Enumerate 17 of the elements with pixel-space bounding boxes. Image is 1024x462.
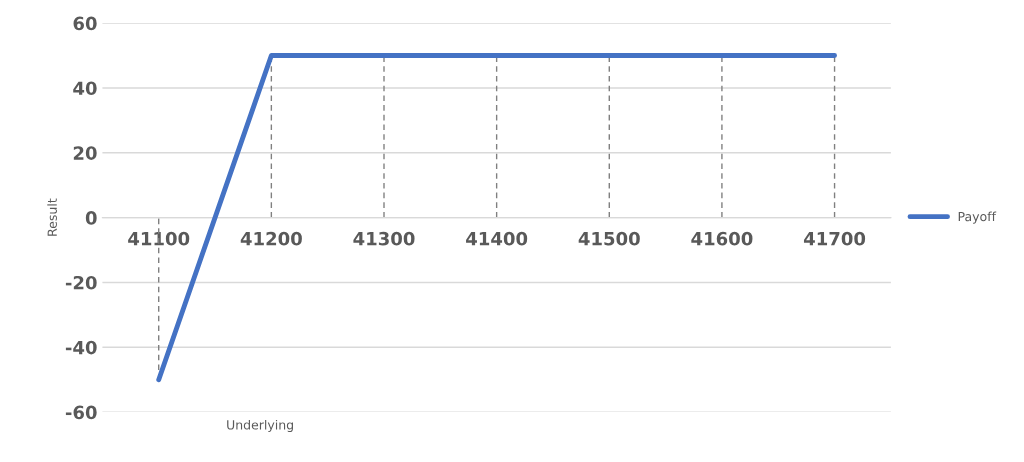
y-axis-title: Result [47, 198, 57, 236]
y-tick-label: -20 [65, 275, 97, 290]
x-tick-label: 41300 [353, 231, 415, 246]
x-tick-label: 41200 [240, 231, 302, 246]
x-tick-label: 41700 [803, 231, 866, 246]
y-tick-label: 0 [85, 211, 97, 225]
x-tick-label: 41400 [466, 231, 528, 246]
x-axis-title: Underlying [227, 419, 293, 432]
x-tick-label: 41500 [578, 231, 640, 246]
y-tick-label: 60 [73, 16, 97, 31]
y-tick-label: 20 [73, 146, 97, 160]
y-tick-label: -60 [65, 405, 97, 420]
y-tick-label: 40 [73, 81, 97, 96]
x-tick-label: 41600 [691, 231, 753, 246]
x-tick-label: 41100 [128, 231, 190, 246]
y-tick-label: -40 [65, 340, 97, 355]
legend-label: Payoff [958, 211, 997, 224]
